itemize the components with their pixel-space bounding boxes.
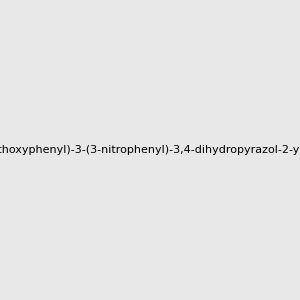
Text: 1-[5-(3-Methoxyphenyl)-3-(3-nitrophenyl)-3,4-dihydropyrazol-2-yl]ethanone: 1-[5-(3-Methoxyphenyl)-3-(3-nitrophenyl)… [0,145,300,155]
